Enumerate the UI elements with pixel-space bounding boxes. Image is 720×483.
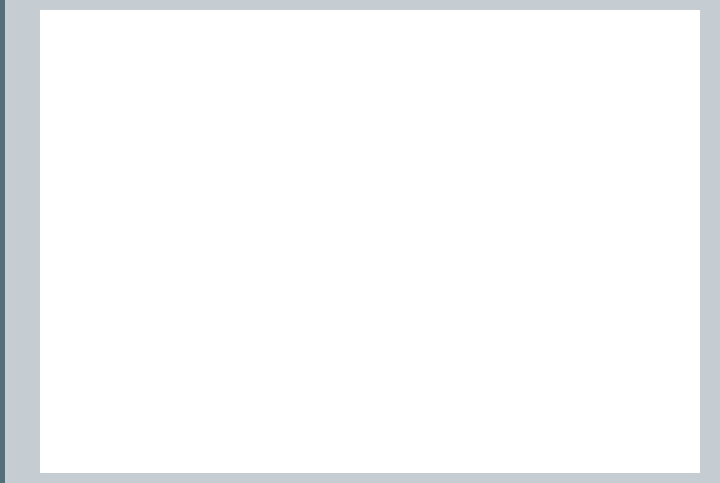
Circle shape (65, 218, 75, 228)
Text: Two mirrors: Two mirrors (100, 276, 209, 296)
Text: setup is consisting of ----------.: setup is consisting of ----------. (60, 70, 359, 89)
Text: Sapphire crystal: Sapphire crystal (100, 151, 252, 170)
Text: Electro-optic crystal: Electro-optic crystal (100, 213, 287, 232)
Text: *: * (362, 70, 379, 89)
Circle shape (62, 215, 78, 231)
Text: Polarizer: Polarizer (100, 340, 181, 358)
Text: Non of them.: Non of them. (100, 402, 222, 422)
Text: 18) The modulator in Ti: sapphire laser cavity: 18) The modulator in Ti: sapphire laser … (60, 40, 520, 59)
